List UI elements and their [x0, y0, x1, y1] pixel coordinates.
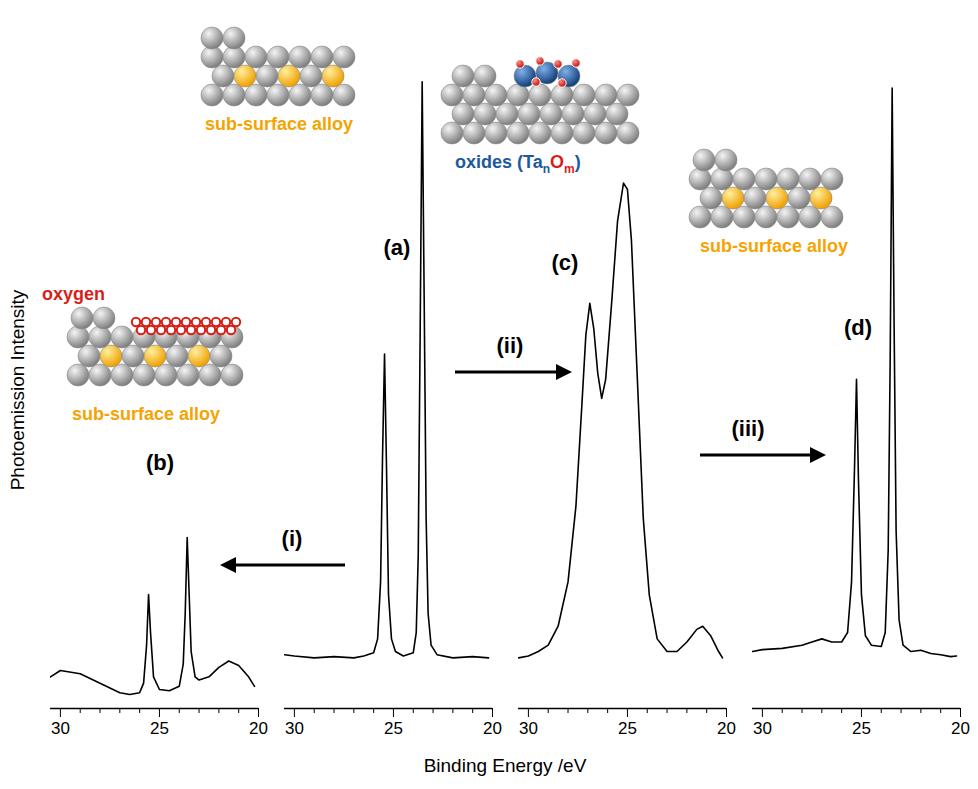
svg-text:(ii): (ii) [497, 333, 524, 358]
svg-text:oxygen: oxygen [42, 284, 105, 304]
svg-text:20: 20 [483, 719, 502, 738]
svg-text:20: 20 [951, 719, 970, 738]
svg-text:sub-surface alloy: sub-surface alloy [700, 236, 848, 256]
svg-text:30: 30 [753, 719, 772, 738]
svg-text:25: 25 [852, 719, 871, 738]
svg-text:20: 20 [717, 719, 736, 738]
svg-text:Photoemission Intensity: Photoemission Intensity [7, 289, 28, 490]
svg-text:30: 30 [285, 719, 304, 738]
svg-text:(b): (b) [146, 450, 174, 475]
svg-text:Binding Energy /eV: Binding Energy /eV [424, 755, 587, 776]
svg-text:(a): (a) [384, 235, 411, 260]
svg-text:(iii): (iii) [732, 416, 765, 441]
svg-text:25: 25 [618, 719, 637, 738]
svg-text:30: 30 [51, 719, 70, 738]
svg-text:20: 20 [249, 719, 268, 738]
svg-text:oxides (TanOm): oxides (TanOm) [455, 152, 581, 176]
svg-text:30: 30 [519, 719, 538, 738]
svg-text:(d): (d) [844, 315, 872, 340]
svg-text:(c): (c) [552, 250, 579, 275]
svg-text:sub-surface alloy: sub-surface alloy [72, 404, 220, 424]
svg-text:(i): (i) [282, 526, 303, 551]
svg-text:sub-surface alloy: sub-surface alloy [205, 114, 353, 134]
svg-text:25: 25 [384, 719, 403, 738]
svg-text:25: 25 [150, 719, 169, 738]
